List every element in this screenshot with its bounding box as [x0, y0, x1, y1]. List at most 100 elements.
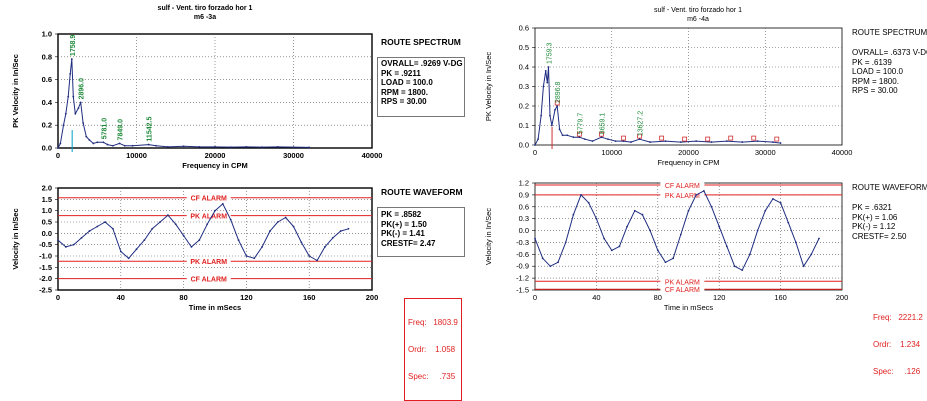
waveform-data-point [718, 225, 721, 228]
spectrum-data-point [741, 141, 744, 143]
y-tick-label: -1.5 [39, 263, 52, 272]
waveform-data-point [664, 261, 667, 264]
spectrum-data-point [566, 134, 569, 137]
overall-readout: OVRALL= .6373 V-DG [852, 48, 927, 57]
spectrum-data-point [779, 142, 782, 144]
waveform-data-point [308, 255, 311, 257]
y-tick-label: 0.6 [519, 24, 529, 33]
spectrum-data-point [92, 142, 95, 145]
harmonic-marker [659, 135, 665, 141]
right-spectrum-info: OVRALL= .6373 V-DG PK = .6139 LOAD = 100… [852, 48, 927, 96]
spectrum-data-point [106, 143, 109, 146]
waveform-data-point [237, 239, 240, 242]
spectrum-data-point [261, 146, 263, 148]
waveform-data-point [541, 257, 544, 260]
harmonic-marker [599, 131, 604, 137]
y-tick-label: 1.5 [42, 195, 52, 204]
waveform-data-point [292, 225, 295, 228]
right-waveform-info: PK = .6321 PK(+) = 1.06 PK(-) = 1.12 CRE… [852, 203, 906, 241]
waveform-data-point [587, 201, 590, 204]
alarm-label: PK ALARM [190, 259, 227, 266]
x-tick-label: 160 [303, 293, 316, 302]
overall-readout: OVRALL= .9269 V-DG [381, 59, 463, 68]
waveform-data-point [331, 236, 334, 239]
spectrum-data-point [772, 141, 774, 143]
waveform-data-point [245, 255, 248, 257]
y-axis-label: PK Velocity in In/Sec [11, 54, 20, 128]
alarm-label-bg [660, 180, 705, 190]
y-tick-label: 0.3 [519, 214, 529, 223]
spectrum-data-point [614, 140, 617, 143]
waveform-data-point [595, 217, 598, 220]
y-tick-label: -2.5 [39, 286, 52, 295]
y-tick-label: 0.1 [519, 121, 529, 130]
pk-plus-readout: PK(+) = 1.06 [852, 212, 898, 222]
waveform-data-point [88, 230, 91, 232]
y-axis-label: Velocity in In/Sec [11, 208, 20, 269]
waveform-data-point [104, 221, 106, 223]
spectrum-data-point [118, 142, 121, 145]
spectrum-data-point [556, 105, 559, 107]
order-readout: Ordr: 1.058 [408, 345, 456, 354]
pk-plus-readout: PK(+) = 1.50 [381, 219, 427, 229]
y-tick-label: 0.3 [519, 82, 529, 91]
x-axis-label: Frequency in CPM [182, 161, 247, 170]
spec-readout: Spec: .735 [408, 372, 456, 381]
x-axis-label: Time in mSecs [664, 303, 714, 312]
waveform-data-point [151, 227, 154, 230]
x-tick-label: 0 [533, 293, 537, 302]
peak-label: 13627.2 [638, 111, 645, 136]
x-tick-label: 120 [713, 293, 726, 302]
waveform-data-point [72, 243, 75, 246]
x-tick-label: 20000 [678, 148, 699, 157]
left-waveform-info: PK = .8582 PK(+) = 1.50 PK(-) = 1.41 CRE… [381, 210, 435, 248]
spectrum-series-line [57, 58, 310, 149]
left-charts-svg: sulf - Vent. tiro forzado hor 1 m6 -3a 0 10… [11, 5, 382, 312]
spectrum-data-point [540, 114, 543, 117]
waveform-data-point [610, 249, 613, 252]
waveform-data-point [626, 225, 628, 228]
spectrum-data-point [308, 146, 311, 149]
spectrum-data-point [147, 143, 150, 146]
x-tick-label: 10000 [601, 148, 622, 157]
waveform-data-point [96, 225, 99, 228]
waveform-data-point [347, 227, 350, 230]
waveform-data-point [618, 245, 621, 248]
waveform-data-point [127, 257, 130, 260]
waveform-data-point [810, 253, 813, 256]
spectrum-series-line [534, 66, 781, 146]
peak-label: 11542.5 [147, 117, 154, 142]
alarm-label: PK ALARM [665, 193, 700, 200]
spectrum-data-point [534, 144, 536, 146]
waveform-data-point [580, 193, 582, 196]
spectrum-data-point [725, 140, 728, 143]
spectrum-data-point [649, 141, 652, 143]
chart-title: sulf - Vent. tiro forzado hor 1 [158, 5, 253, 12]
right-spectrum-header: ROUTE SPECTRUM [852, 28, 927, 37]
left-spectrum-info-box [377, 57, 465, 117]
spectrum-data-point [638, 138, 641, 141]
x-tick-label: 200 [366, 293, 379, 302]
spectrum-data-point [123, 144, 126, 147]
rps-readout: RPS = 30.00 [381, 97, 427, 106]
alarm-label-bg [186, 274, 231, 284]
alarm-label-bg [186, 256, 231, 266]
pk-minus-readout: PK(-) = 1.12 [852, 222, 896, 231]
pk-readout: PK = .6139 [852, 57, 892, 67]
alarm-label: PK ALARM [665, 279, 700, 286]
spectrum-data-point [600, 136, 603, 139]
spectrum-data-point [72, 95, 75, 98]
y-tick-label: 1.2 [519, 179, 529, 188]
spectrum-data-point [167, 145, 169, 148]
left-waveform-header: ROUTE WAVEFORM [381, 187, 463, 197]
waveform-data-point [112, 227, 114, 230]
peak-label: 7849.0 [118, 119, 125, 141]
alarm-label-bg [660, 276, 705, 286]
spectrum-data-point [155, 144, 158, 147]
waveform-data-point [557, 261, 559, 264]
harmonic-marker [637, 133, 642, 139]
spectrum-data-point [229, 146, 232, 148]
spectrum-data-point [756, 140, 759, 143]
y-tick-label: -2.0 [39, 274, 52, 283]
